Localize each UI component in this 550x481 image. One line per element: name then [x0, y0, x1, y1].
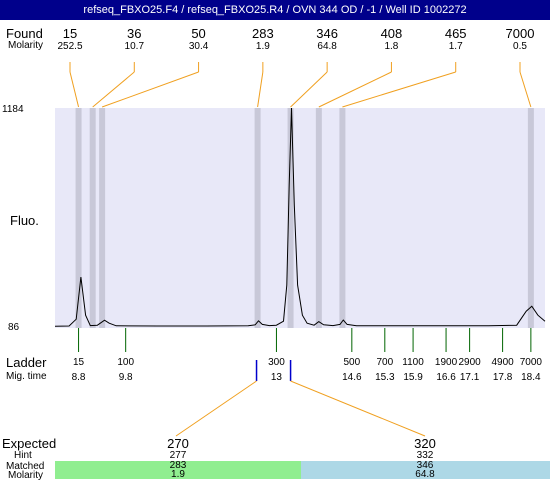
hint-size: 332 [416, 450, 434, 461]
peak-band [339, 108, 346, 328]
peak-connector [290, 71, 328, 108]
matched-band-1 [55, 461, 301, 479]
found-peak-molarity: 1.9 [255, 41, 270, 52]
found-peak-size: 15 [62, 26, 78, 41]
ladder-mig-time: 18.4 [521, 372, 541, 383]
found-peak-molarity: 0.5 [513, 41, 527, 52]
expected-connector [175, 380, 257, 437]
expected-label: Expected [2, 436, 57, 451]
ladder-label: Ladder [6, 355, 47, 370]
found-peak-size: 283 [251, 26, 274, 41]
ladder-size: 1100 [402, 357, 424, 368]
found-peak-size: 36 [127, 26, 142, 41]
matched-molarity: 64.8 [415, 469, 435, 480]
found-peak-size: 7000 [505, 26, 535, 41]
found-peak-molarity: 10.7 [124, 41, 145, 52]
found-peak-molarity: 252.5 [57, 41, 83, 52]
ladder-mig-time: 17.1 [459, 372, 480, 383]
expected-connector [290, 380, 426, 437]
ladder-size: 15 [72, 357, 85, 368]
y-max-label: 1184 [2, 104, 24, 115]
peak-band [75, 108, 82, 328]
y-min-label: 86 [8, 322, 20, 333]
peak-connector [342, 71, 456, 108]
matched-label: Matched [6, 461, 45, 472]
expected-size: 320 [414, 436, 436, 451]
ladder-mig-time: 15.9 [403, 372, 423, 383]
peak-band [527, 108, 534, 328]
ladder-mig-time: 16.6 [436, 372, 456, 383]
found-peak-size: 465 [444, 26, 467, 41]
matched-molarity: 1.9 [171, 469, 185, 480]
ladder-size: 2900 [458, 357, 481, 368]
peak-connector [92, 71, 135, 108]
found-peak-size: 408 [380, 26, 403, 41]
peak-connector [69, 71, 80, 108]
found-peak-size: 346 [316, 26, 338, 41]
ladder-mig-time: 14.6 [342, 372, 362, 383]
hint-label: Hint [14, 450, 32, 461]
matched-size: 346 [416, 460, 434, 471]
expected-size: 270 [167, 436, 189, 451]
peak-band [99, 108, 106, 328]
ladder-mig-time: 13 [270, 372, 282, 383]
ladder-size: 7000 [519, 357, 542, 368]
found-peak-molarity: 1.7 [448, 41, 463, 52]
peak-connector [101, 71, 199, 108]
window-title: refseq_FBXO25.F4 / refseq_FBXO25.R4 / OV… [0, 0, 550, 20]
found-peak-molarity: 64.8 [317, 41, 337, 52]
ladder-mig-time: 15.3 [375, 372, 395, 383]
molarity-bottom-label: Molarity [8, 470, 44, 481]
ladder-size: 100 [117, 357, 135, 368]
ladder-mig-time: 9.8 [118, 372, 133, 383]
peak-connector [257, 71, 264, 108]
fluorescence-trace [54, 107, 546, 327]
peak-band [287, 108, 294, 328]
found-label: Found [6, 26, 43, 41]
ladder-size: 1900 [434, 357, 458, 368]
hint-size: 277 [169, 450, 187, 461]
ladder-mig-time: 8.8 [71, 372, 86, 383]
matched-band-2 [301, 461, 550, 479]
peak-band [315, 108, 322, 328]
peak-connector [519, 71, 532, 108]
ladder-size: 700 [376, 357, 394, 368]
matched-size: 283 [169, 460, 187, 471]
plot-area [55, 108, 545, 328]
y-axis-label: Fluo. [10, 213, 39, 228]
ladder-size: 300 [268, 357, 285, 368]
found-peak-molarity: 1.8 [384, 41, 399, 52]
peak-band [89, 108, 96, 328]
molarity-label: Molarity [8, 40, 44, 51]
peak-connector [318, 71, 392, 108]
found-peak-molarity: 30.4 [188, 41, 209, 52]
peak-band [254, 108, 261, 328]
mig-time-label: Mig. time [6, 371, 47, 382]
found-peak-size: 50 [191, 26, 206, 41]
ladder-size: 500 [343, 357, 361, 368]
ladder-mig-time: 17.8 [492, 372, 513, 383]
ladder-size: 4900 [491, 357, 514, 368]
